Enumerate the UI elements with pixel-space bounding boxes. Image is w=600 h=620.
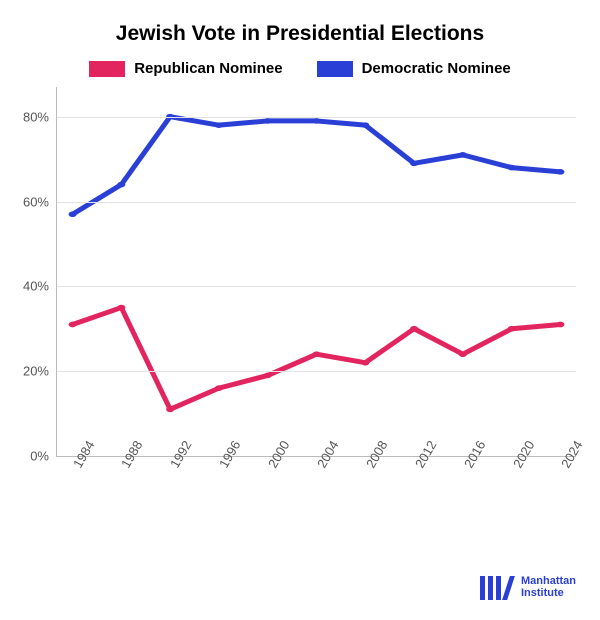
legend-label: Democratic Nominee — [362, 60, 511, 77]
data-point — [556, 169, 564, 175]
data-point — [459, 152, 467, 158]
y-tick-label: 60% — [23, 194, 57, 209]
data-point — [166, 407, 174, 413]
legend-item: Republican Nominee — [89, 60, 282, 77]
data-point — [215, 385, 223, 391]
data-point — [410, 326, 418, 332]
data-point — [410, 161, 418, 167]
data-point — [264, 118, 272, 124]
data-point — [215, 122, 223, 128]
chart-title: Jewish Vote in Presidential Elections — [0, 22, 600, 46]
data-point — [459, 351, 467, 357]
x-axis-ticks: 1984198819921996200020042008201220162020… — [56, 457, 576, 507]
gridline — [57, 286, 576, 287]
data-point — [361, 360, 369, 366]
data-point — [313, 351, 321, 357]
y-tick-label: 0% — [30, 449, 57, 464]
data-point — [117, 305, 125, 311]
data-point — [508, 326, 516, 332]
y-tick-label: 40% — [23, 279, 57, 294]
series-line — [73, 308, 561, 410]
brand-name: ManhattanInstitute — [521, 576, 576, 599]
legend-label: Republican Nominee — [134, 60, 282, 77]
data-point — [117, 182, 125, 188]
legend-swatch — [317, 61, 353, 77]
legend-item: Democratic Nominee — [317, 60, 511, 77]
data-point — [69, 211, 77, 217]
data-point — [361, 122, 369, 128]
gridline — [57, 202, 576, 203]
data-point — [313, 118, 321, 124]
data-point — [508, 165, 516, 171]
y-tick-label: 80% — [23, 109, 57, 124]
footer-branding: ManhattanInstitute — [480, 576, 576, 600]
y-tick-label: 20% — [23, 364, 57, 379]
legend: Republican Nominee Democratic Nominee — [0, 60, 600, 77]
series-layer — [57, 87, 576, 456]
plot-area: 0%20%40%60%80% — [56, 87, 576, 457]
data-point — [69, 322, 77, 328]
series-line — [73, 117, 561, 215]
manhattan-institute-logo-icon — [480, 576, 511, 600]
data-point — [556, 322, 564, 328]
chart-area: 0%20%40%60%80% 1984198819921996200020042… — [56, 87, 576, 507]
gridline — [57, 117, 576, 118]
gridline — [57, 371, 576, 372]
legend-swatch — [89, 61, 125, 77]
data-point — [264, 373, 272, 379]
